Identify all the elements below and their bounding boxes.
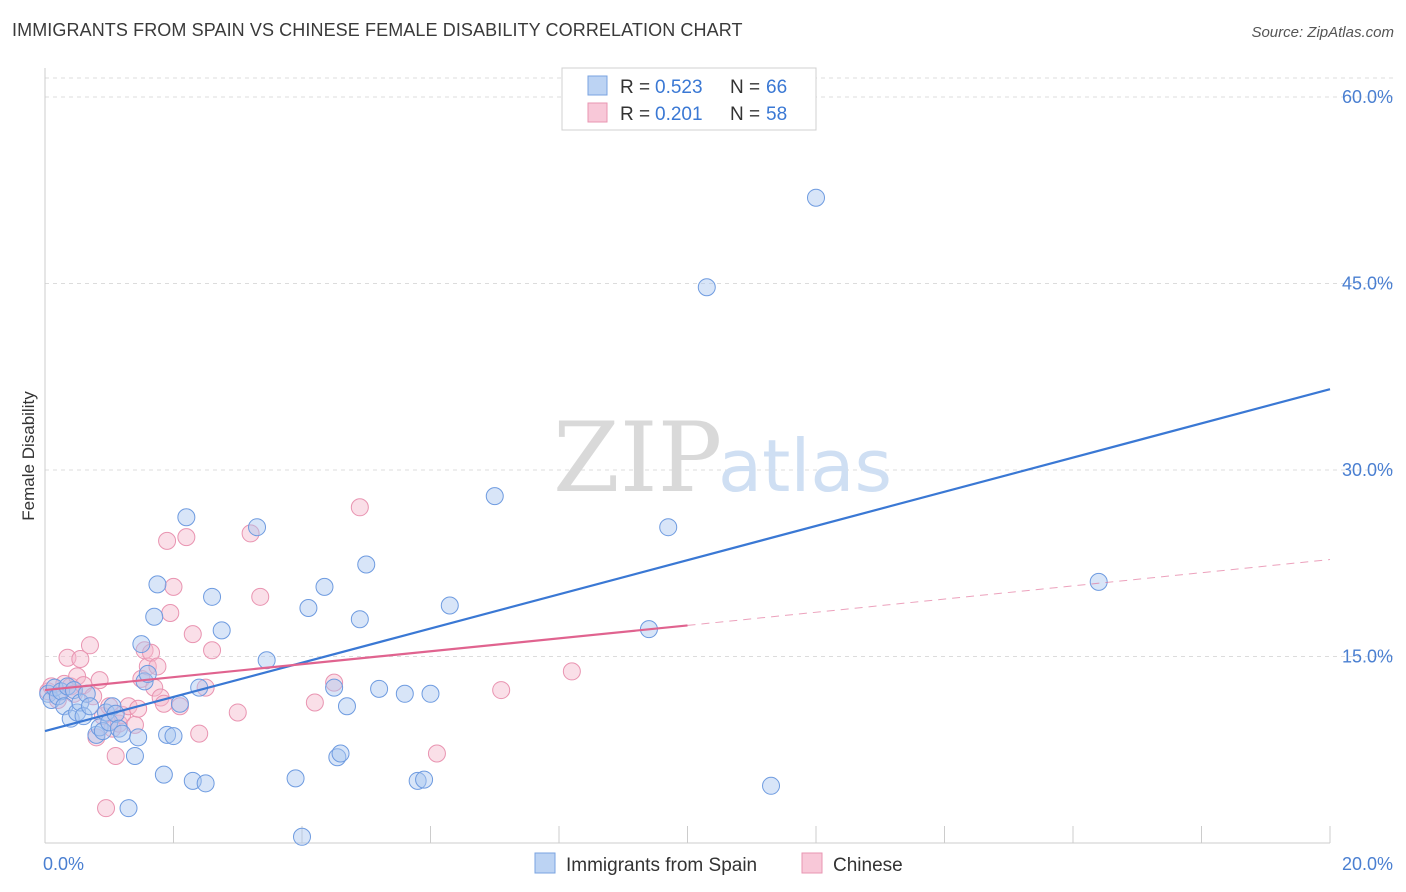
data-point-chinese bbox=[251, 587, 270, 606]
legend-r-label-chinese: R = bbox=[620, 104, 650, 125]
data-point-spain bbox=[697, 278, 716, 297]
data-point-chinese bbox=[138, 657, 157, 676]
data-point-chinese bbox=[562, 662, 581, 681]
data-point-spain bbox=[357, 555, 376, 574]
trend-line-chinese bbox=[44, 624, 688, 692]
data-point-spain bbox=[370, 679, 389, 698]
data-point-chinese bbox=[58, 648, 77, 667]
data-point-spain bbox=[248, 518, 267, 537]
legend-n-value-chinese: 58 bbox=[766, 104, 787, 125]
data-point-chinese bbox=[158, 531, 177, 550]
bottom-legend-label-spain: Immigrants from Spain bbox=[566, 855, 757, 876]
data-point-spain bbox=[807, 188, 825, 207]
data-point-spain bbox=[132, 635, 151, 654]
bottom-legend: Immigrants from Spain Chinese bbox=[534, 852, 903, 876]
trend-lines bbox=[44, 388, 1331, 733]
data-point-spain bbox=[762, 776, 781, 795]
data-point-spain bbox=[421, 684, 440, 703]
data-point-spain bbox=[148, 575, 167, 594]
data-point-chinese bbox=[148, 657, 167, 676]
data-point-spain bbox=[415, 770, 434, 789]
bottom-legend-swatch-chinese bbox=[801, 852, 823, 874]
legend-n-label-spain: N = bbox=[730, 77, 760, 98]
data-point-spain bbox=[212, 621, 231, 640]
bottom-legend-swatch-spain bbox=[534, 852, 556, 874]
legend-r-value-chinese: 0.201 bbox=[655, 104, 703, 125]
legend-swatch-spain bbox=[587, 75, 608, 96]
y-tick-label: 45.0% bbox=[1342, 274, 1393, 294]
bottom-legend-label-chinese: Chinese bbox=[833, 855, 903, 876]
data-point-chinese bbox=[164, 577, 183, 596]
legend-r-value-spain: 0.523 bbox=[655, 77, 703, 98]
data-point-spain bbox=[395, 684, 414, 703]
y-axis-title: Female Disability bbox=[19, 391, 38, 521]
chart-source: Source: ZipAtlas.com bbox=[1251, 24, 1394, 41]
data-point-chinese bbox=[492, 681, 511, 700]
grid-lines bbox=[45, 77, 1395, 657]
data-point-spain bbox=[80, 697, 99, 716]
watermark-atlas: atlas bbox=[718, 424, 892, 508]
data-point-spain bbox=[315, 577, 334, 596]
data-point-chinese bbox=[228, 703, 247, 722]
data-point-spain bbox=[109, 719, 128, 738]
data-point-chinese bbox=[97, 799, 116, 818]
trend-line-chinese-extension bbox=[687, 559, 1331, 626]
data-point-spain bbox=[203, 587, 222, 606]
data-point-chinese bbox=[177, 528, 196, 547]
y-tick-label: 60.0% bbox=[1342, 87, 1393, 107]
data-point-spain bbox=[440, 596, 459, 615]
x-tick-label: 20.0% bbox=[1342, 854, 1393, 874]
data-point-spain bbox=[113, 724, 132, 743]
watermark-zip: ZIP bbox=[553, 402, 722, 514]
data-point-spain bbox=[129, 728, 148, 747]
series-chinese-points bbox=[39, 498, 581, 818]
trend-line-spain bbox=[44, 388, 1331, 733]
data-point-spain bbox=[325, 678, 344, 697]
data-point-spain bbox=[286, 769, 305, 788]
data-point-chinese bbox=[71, 649, 90, 668]
legend-swatch-chinese bbox=[587, 102, 608, 123]
series-spain-points bbox=[39, 188, 1108, 846]
legend-n-label-chinese: N = bbox=[730, 104, 760, 125]
x-tick-label: 0.0% bbox=[43, 854, 84, 874]
data-point-spain bbox=[408, 771, 427, 790]
data-point-spain bbox=[331, 744, 350, 763]
data-point-chinese bbox=[190, 724, 209, 743]
data-point-spain bbox=[485, 487, 504, 506]
data-point-chinese bbox=[80, 636, 99, 655]
data-point-spain bbox=[119, 799, 138, 818]
data-point-spain bbox=[350, 610, 369, 629]
data-point-spain bbox=[293, 827, 311, 846]
data-point-spain bbox=[196, 774, 215, 793]
data-point-spain bbox=[145, 607, 164, 626]
y-tick-label: 15.0% bbox=[1342, 647, 1393, 667]
legend-n-value-spain: 66 bbox=[766, 77, 787, 98]
data-point-spain bbox=[337, 697, 356, 716]
axes bbox=[44, 68, 1331, 844]
data-point-chinese bbox=[161, 603, 180, 622]
data-point-chinese bbox=[203, 641, 222, 660]
data-point-spain bbox=[125, 746, 144, 765]
data-point-chinese bbox=[305, 693, 324, 712]
data-point-chinese bbox=[350, 498, 369, 517]
data-point-chinese bbox=[427, 744, 446, 763]
data-point-spain bbox=[177, 508, 196, 527]
data-point-spain bbox=[299, 599, 318, 618]
data-point-spain bbox=[659, 518, 678, 537]
data-point-spain bbox=[158, 725, 177, 744]
data-point-spain bbox=[138, 664, 157, 683]
legend-r-label-spain: R = bbox=[620, 77, 650, 98]
data-point-chinese bbox=[183, 625, 202, 644]
data-point-chinese bbox=[325, 673, 344, 692]
top-legend: R = 0.523 N = 66 R = 0.201 N = 58 bbox=[561, 67, 817, 131]
y-tick-label: 30.0% bbox=[1342, 460, 1393, 480]
data-point-spain bbox=[154, 765, 173, 784]
data-point-chinese bbox=[106, 746, 125, 765]
chart-title: IMMIGRANTS FROM SPAIN VS CHINESE FEMALE … bbox=[12, 20, 743, 40]
data-point-spain bbox=[164, 727, 183, 746]
tick-labels: 15.0% 30.0% 45.0% 60.0% 0.0% 20.0% bbox=[43, 87, 1393, 874]
data-point-spain bbox=[1089, 572, 1108, 591]
